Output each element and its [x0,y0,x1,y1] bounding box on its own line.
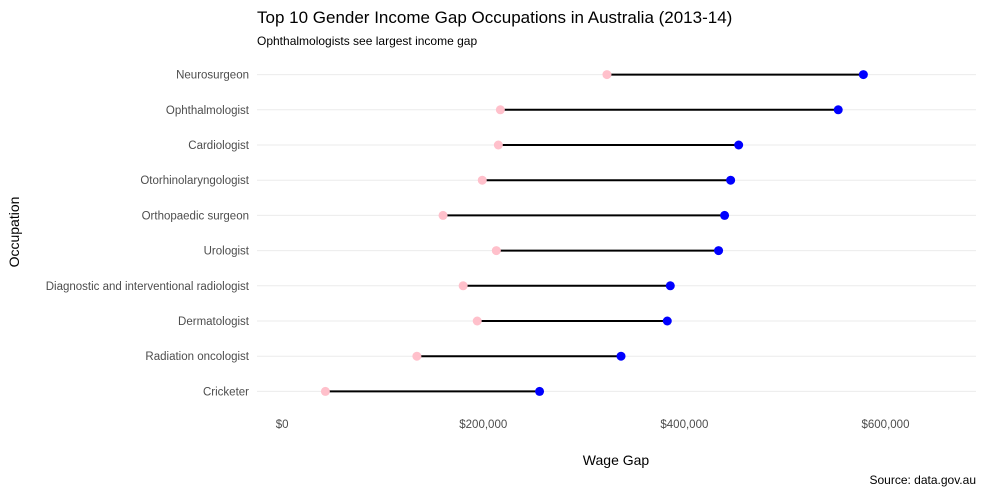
source-caption: Source: data.gov.au [869,473,976,487]
y-tick-labels: Neurosurgeon Ophthalmologist Cardiologist O… [46,70,250,399]
male-point [833,105,843,115]
x-axis-title: Wage Gap [583,452,650,468]
x-tick-label: $400,000 [660,419,708,431]
male-point [616,351,626,361]
male-point [662,316,672,326]
female-point [320,386,330,396]
male-point [714,246,724,256]
x-tick-label: $600,000 [862,419,910,431]
chart-subtitle: Ophthalmologists see largest income gap [257,34,477,48]
y-tick-label: Cricketer [203,386,249,398]
y-tick-label: Dermatologist [178,316,250,328]
female-point [602,70,612,80]
y-tick-label: Urologist [204,246,250,258]
y-tick-label: Neurosurgeon [176,70,249,82]
male-point [535,386,545,396]
y-axis-title: Occupation [6,197,22,268]
dumbbell-marks [320,70,868,396]
female-point [477,175,487,185]
x-tick-label: $0 [276,419,289,431]
female-point [438,210,448,220]
x-tick-labels: $0 $200,000 $400,000 $600,000 [276,419,910,431]
y-tick-label: Diagnostic and interventional radiologis… [46,281,250,293]
female-point [472,316,482,326]
male-point [858,70,868,80]
chart-title: Top 10 Gender Income Gap Occupations in … [257,8,732,27]
y-tick-label: Radiation oncologist [145,351,249,363]
female-point [412,351,422,361]
male-point [726,175,736,185]
y-tick-label: Cardiologist [188,140,250,152]
male-point [665,281,675,291]
y-tick-label: Ophthalmologist [166,105,250,117]
gridlines [257,74,976,392]
male-point [720,210,730,220]
y-tick-label: Otorhinolaryngologist [140,175,249,187]
y-tick-label: Orthopaedic surgeon [142,210,249,222]
female-point [458,281,468,291]
male-point [734,140,744,150]
x-tick-label: $200,000 [459,419,507,431]
female-point [493,140,503,150]
female-point [495,105,505,115]
female-point [491,246,501,256]
